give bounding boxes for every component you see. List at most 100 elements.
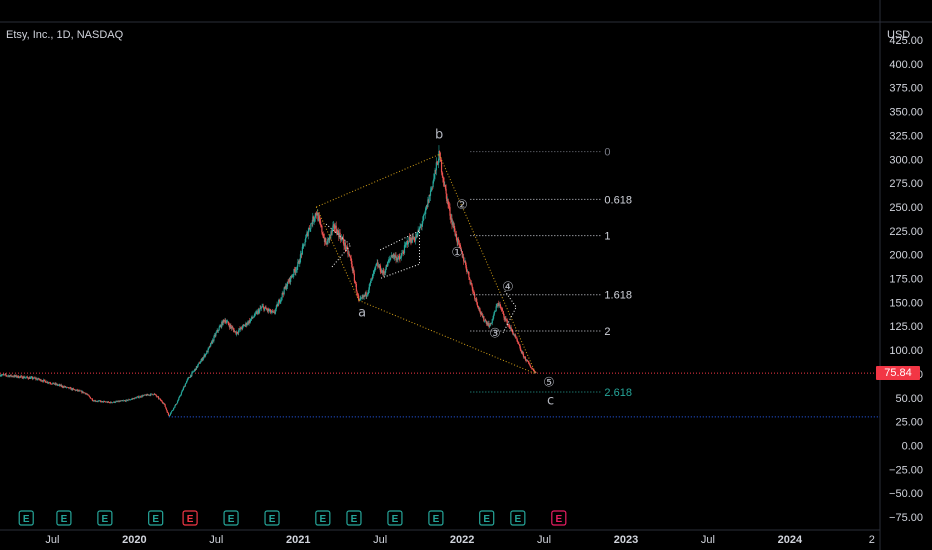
candle-body <box>445 188 447 194</box>
candle-body <box>375 265 377 267</box>
candle-body <box>135 397 138 399</box>
candle-body <box>264 308 266 311</box>
candle-body <box>437 162 439 165</box>
candle-body <box>401 252 404 254</box>
candle-body <box>423 214 425 216</box>
candle-body <box>49 382 51 384</box>
candle-body <box>466 269 468 272</box>
candle-body <box>534 372 536 373</box>
candle-body <box>395 255 397 261</box>
candle-body <box>446 199 449 202</box>
y-tick-label: 225.00 <box>889 226 923 238</box>
candle-body <box>35 378 37 380</box>
candle-body <box>199 362 201 364</box>
candle-body <box>529 364 531 367</box>
candle-body <box>111 402 113 404</box>
candle-body <box>129 399 131 401</box>
candle-body <box>510 327 512 330</box>
candle-body <box>399 256 401 259</box>
candle-body <box>148 394 150 396</box>
candle-body <box>161 400 163 402</box>
candle-body <box>463 256 465 262</box>
candle-body <box>34 378 36 379</box>
candle-body <box>7 375 9 377</box>
candle-body <box>123 400 125 402</box>
candle-body <box>132 398 134 400</box>
candle-body <box>409 237 411 241</box>
candle-body <box>504 318 506 320</box>
candle-body <box>475 298 477 300</box>
candle-body <box>364 292 367 296</box>
fib-level-label: 0 <box>604 147 610 159</box>
candle-body <box>391 255 393 258</box>
candle-body <box>277 304 279 307</box>
fib-level-label: 2 <box>604 326 610 338</box>
candle-body <box>519 346 521 350</box>
candle-body <box>136 396 138 398</box>
candle-body <box>62 386 64 388</box>
candle-body <box>248 320 250 324</box>
candle-body <box>446 193 448 202</box>
candle-body <box>219 326 221 328</box>
candle-body <box>101 401 103 402</box>
candle-body <box>76 389 78 391</box>
candle-body <box>295 269 297 273</box>
candle-body <box>340 237 342 241</box>
candle-body <box>343 243 345 247</box>
candle-body <box>80 390 82 392</box>
candle-body <box>518 343 520 345</box>
candle-body <box>481 312 483 316</box>
wave-label: ③ <box>489 327 501 342</box>
candle-body <box>492 318 494 320</box>
candle-body <box>369 283 371 285</box>
candle-body <box>63 386 65 388</box>
candle-body <box>340 237 343 241</box>
candle-body <box>427 199 429 207</box>
candle-body <box>388 259 390 262</box>
candle-body <box>319 221 322 226</box>
candle-body <box>236 331 238 335</box>
candle-body <box>444 184 446 186</box>
candle-body <box>368 284 370 290</box>
candle-body <box>117 401 119 403</box>
candle-body <box>17 375 19 378</box>
candle-body <box>437 162 439 165</box>
candle-body <box>353 269 355 274</box>
candle-body <box>490 323 492 324</box>
candle-body <box>29 377 31 379</box>
earnings-marker <box>479 510 495 526</box>
candle-body <box>528 363 530 365</box>
candle-body <box>231 327 233 329</box>
candle-body <box>234 331 236 333</box>
candle-body <box>103 401 105 402</box>
candle-body <box>155 394 157 396</box>
candle-body <box>205 353 207 355</box>
y-tick-label: 375.00 <box>889 83 923 95</box>
candle-body <box>94 400 96 402</box>
candle-body <box>102 401 104 403</box>
last-price-tag: 75.84 <box>876 366 920 380</box>
candle-body <box>371 278 373 280</box>
candle-body <box>127 400 129 401</box>
candle-body <box>225 322 227 323</box>
candle-body <box>197 365 199 368</box>
candle-body <box>256 312 258 315</box>
candle-body <box>116 401 118 402</box>
candle-body <box>96 401 99 402</box>
candle-body <box>202 358 204 361</box>
candle-body <box>113 401 115 403</box>
candle-body <box>524 357 527 360</box>
candle-body <box>150 393 153 395</box>
candle-body <box>336 231 338 235</box>
candle-body <box>208 346 210 348</box>
candle-body <box>482 316 484 318</box>
candle-body <box>178 396 181 398</box>
candle-body <box>339 232 341 238</box>
candle-body <box>360 297 362 299</box>
candle-body <box>139 396 141 398</box>
candle-body <box>303 244 305 246</box>
candle-body <box>489 323 491 326</box>
candle-body <box>279 301 281 303</box>
candle-body <box>14 375 16 377</box>
